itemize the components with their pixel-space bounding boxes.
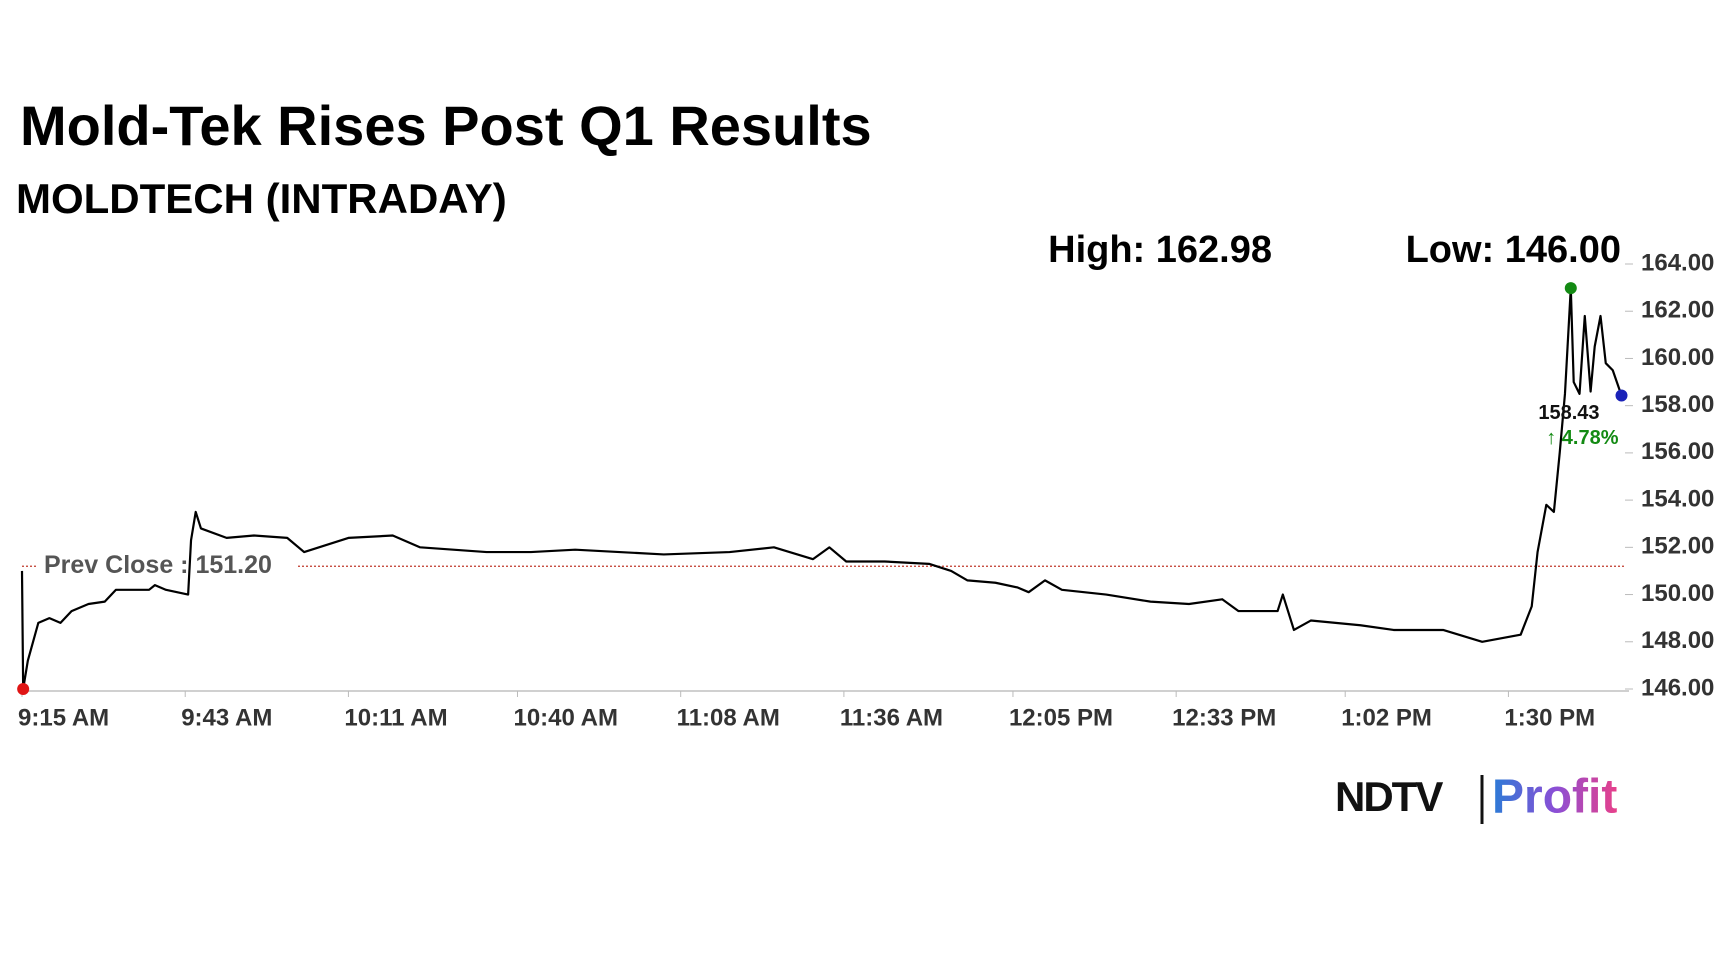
last-marker: [1615, 389, 1628, 402]
brand-product: Profit: [1492, 771, 1617, 824]
low-marker: [17, 683, 30, 695]
x-tick-label: 1:02 PM: [1341, 704, 1432, 731]
brand-logo: NDTV Profit: [1335, 771, 1617, 824]
y-tick-label: 156.00: [1641, 438, 1714, 465]
low-label: Low: 146.00: [1406, 229, 1621, 271]
high-label: High: 162.98: [1048, 229, 1272, 271]
last-price-label: 158.43: [1538, 402, 1599, 424]
x-tick-label: 9:15 AM: [18, 704, 109, 731]
brand-name: NDTV: [1335, 773, 1443, 820]
x-tick-label: 12:05 PM: [1009, 704, 1113, 731]
y-tick-label: 154.00: [1641, 485, 1714, 512]
price-line: [20, 286, 1623, 691]
high-marker: [1564, 282, 1577, 295]
x-tick-label: 9:43 AM: [181, 704, 272, 731]
x-tick-label: 10:11 AM: [344, 704, 447, 731]
y-tick-label: 162.00: [1641, 297, 1714, 324]
y-tick-label: 158.00: [1641, 391, 1714, 418]
chart-subtitle: MOLDTECH (INTRADAY): [16, 175, 507, 222]
y-tick-label: 146.00: [1641, 674, 1714, 701]
y-tick-label: 150.00: [1641, 580, 1714, 607]
change-label: ↑ 4.78%: [1546, 427, 1618, 449]
y-tick-label: 148.00: [1641, 627, 1714, 654]
x-tick-label: 12:33 PM: [1172, 704, 1276, 731]
y-tick-label: 160.00: [1641, 344, 1714, 371]
prev-close-label: Prev Close : 151.20: [44, 551, 272, 579]
chart-title: Mold-Tek Rises Post Q1 Results: [20, 94, 872, 157]
x-tick-label: 1:30 PM: [1504, 704, 1595, 731]
y-tick-label: 164.00: [1641, 249, 1714, 276]
x-tick-label: 11:36 AM: [840, 704, 943, 731]
y-tick-label: 152.00: [1641, 533, 1714, 560]
prev-close-bg: [36, 549, 298, 580]
x-tick-label: 10:40 AM: [513, 704, 617, 731]
x-tick-label: 11:08 AM: [677, 704, 780, 731]
